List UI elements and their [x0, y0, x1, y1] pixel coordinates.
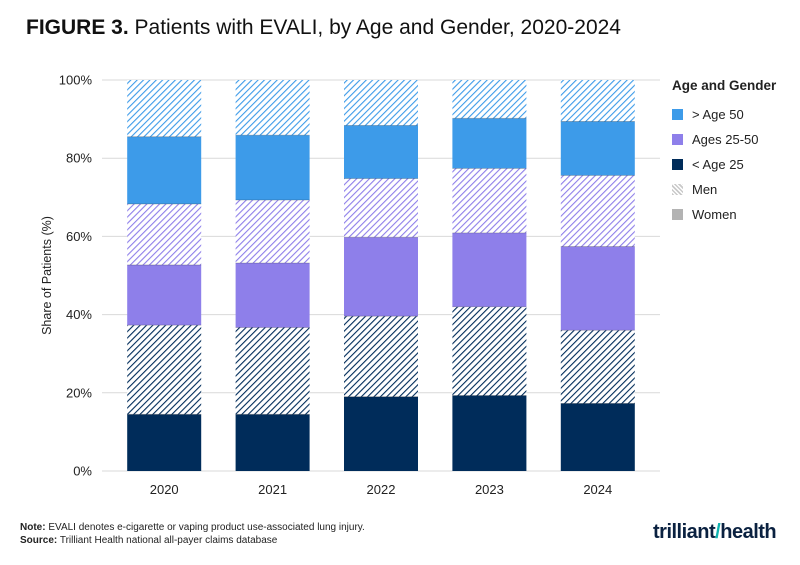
legend-swatch-25-50: [672, 134, 683, 145]
bar-segment: [452, 118, 527, 169]
note-label: Note:: [20, 522, 46, 533]
legend: Age and Gender > Age 50 Ages 25-50 < Age…: [672, 78, 776, 230]
bar-segment: [127, 136, 202, 204]
legend-label: Ages 25-50: [692, 132, 759, 147]
source-label: Source:: [20, 535, 58, 546]
x-tick-label: 2024: [583, 482, 612, 497]
source-line: Source: Trilliant Health national all-pa…: [20, 534, 365, 547]
note-line: Note: EVALI denotes e-cigarette or vapin…: [20, 521, 365, 534]
bar-segment: [452, 80, 527, 119]
bars: [127, 80, 635, 471]
legend-item-over-50: > Age 50: [672, 105, 776, 124]
legend-title: Age and Gender: [672, 78, 777, 93]
bar-segment: [235, 414, 310, 471]
bar-segment: [344, 237, 418, 317]
brand-logo: trilliant/health: [653, 521, 777, 544]
legend-item-under-25: < Age 25: [672, 155, 776, 174]
legend-swatch-over-50: [672, 109, 683, 120]
figure-label: FIGURE 3.: [26, 16, 129, 39]
bar-segment: [560, 175, 635, 247]
legend-label: < Age 25: [692, 157, 744, 172]
y-tick-label: 80%: [66, 151, 92, 166]
logo-text-left: trilliant: [653, 521, 716, 543]
title-text: Patients with EVALI, by Age and Gender, …: [134, 16, 621, 39]
x-tick-label: 2022: [367, 482, 396, 497]
bar-segment: [560, 121, 635, 176]
bar-segment: [560, 330, 635, 404]
legend-swatch-men: [672, 184, 683, 195]
legend-swatch-under-25: [672, 159, 683, 170]
bar-segment: [560, 246, 635, 331]
legend-item-25-50: Ages 25-50: [672, 130, 776, 149]
bar-segment: [344, 80, 418, 126]
bar-segment: [127, 325, 202, 415]
logo-text-right: health: [720, 521, 777, 543]
x-tick-label: 2021: [258, 482, 287, 497]
chart-title: FIGURE 3. Patients with EVALI, by Age an…: [26, 16, 621, 40]
source-text: Trilliant Health national all-payer clai…: [59, 535, 278, 546]
x-tick-label: 2023: [475, 482, 504, 497]
bar-segment: [344, 178, 418, 238]
bar-segment: [235, 327, 310, 415]
bar-segment: [452, 232, 527, 307]
legend-label: Women: [692, 207, 737, 222]
bar-segment: [235, 200, 310, 263]
bar-segment: [127, 203, 202, 265]
bar-segment: [235, 262, 310, 328]
note-text: EVALI denotes e-cigarette or vaping prod…: [48, 522, 365, 533]
y-tick-label: 100%: [59, 73, 93, 88]
logo-mark: /: [715, 521, 721, 543]
bar-segment: [127, 264, 202, 326]
legend-label: Men: [692, 182, 718, 197]
stacked-bar-chart: 0%20%40%60%80%100% 2020 2021 2022 2023 2024 …: [40, 73, 660, 497]
legend-item-women: Women: [672, 205, 776, 224]
y-tick-label: 40%: [66, 307, 92, 322]
y-tick-label: 60%: [66, 229, 92, 244]
y-tick-label: 20%: [66, 385, 92, 400]
bar-segment: [127, 80, 202, 137]
bar-segment: [452, 168, 527, 233]
x-tick-label: 2020: [150, 482, 179, 497]
legend-item-men: Men: [672, 180, 776, 199]
bar-segment: [235, 80, 310, 136]
bar-segment: [344, 316, 418, 397]
bar-segment: [560, 80, 635, 122]
bar-segment: [452, 306, 527, 396]
y-tick-label: 0%: [73, 464, 92, 479]
legend-swatch-women: [672, 209, 683, 220]
y-axis-label: Share of Patients (%): [40, 216, 54, 335]
bar-segment: [127, 414, 202, 471]
bar-segment: [452, 395, 527, 471]
y-axis-ticks: 0% 20% 40% 60% 80% 100%: [59, 73, 93, 479]
bar-segment: [344, 396, 418, 471]
legend-label: > Age 50: [692, 107, 744, 122]
bar-segment: [344, 125, 418, 179]
footer-notes: Note: EVALI denotes e-cigarette or vapin…: [20, 521, 365, 547]
x-axis-ticks: 2020 2021 2022 2023 2024: [150, 482, 613, 497]
bar-segment: [560, 403, 635, 471]
bar-segment: [235, 135, 310, 201]
